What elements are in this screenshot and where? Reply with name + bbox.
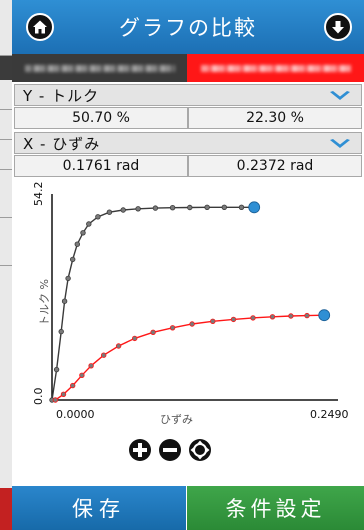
series-2-point [131, 335, 138, 342]
y-value-sample-2: 22.30 % [188, 107, 362, 129]
y-value-sample-1: 50.70 % [14, 107, 188, 129]
series-1-point [74, 241, 81, 247]
series-2-point [230, 316, 237, 323]
series-1-line [51, 206, 255, 401]
zoom-in-icon[interactable] [128, 438, 152, 462]
arrow-down-icon [332, 21, 344, 34]
series-1-point [95, 214, 101, 220]
series-1-point [204, 204, 210, 210]
sample-1-bar[interactable] [12, 54, 187, 82]
series-1-point [65, 275, 71, 282]
y-tick-label-min: 0.0 [32, 387, 45, 406]
x-value-sample-2: 0.2372 rad [188, 155, 362, 177]
edge-segment [0, 110, 12, 140]
edge-segment [0, 170, 12, 218]
series-1-point [238, 204, 245, 210]
sample-1-name-redacted [24, 64, 175, 72]
series-2-point [169, 325, 176, 331]
series-1-point [135, 206, 141, 212]
x-values-row: 0.1761 rad 0.2372 rad [14, 155, 362, 177]
save-button[interactable]: 保存 [12, 486, 186, 530]
y-axis-label: Y - トルク [23, 86, 100, 105]
series-1-point [106, 209, 113, 215]
comparison-chart[interactable]: 54.2 0.0 トルク % 0.0000 0.2490 ひずみ [12, 178, 364, 430]
page-title: グラフの比較 [119, 16, 257, 40]
x-axis-title: ひずみ [160, 413, 193, 426]
series-2-point [150, 329, 156, 335]
x-axis-selector[interactable]: X - ひずみ [14, 132, 362, 154]
series-1-point [169, 205, 176, 211]
series-2-point [304, 312, 310, 319]
x-tick-label-min: 0.0000 [56, 408, 95, 421]
chart-canvas [49, 194, 338, 403]
chevron-down-icon [330, 139, 350, 148]
series-2-point [52, 397, 59, 403]
home-icon [33, 20, 47, 34]
x-axis-label: X - ひずみ [23, 134, 101, 153]
sample-strip [12, 54, 364, 82]
series-1-point [187, 204, 193, 211]
series-2-point [88, 363, 94, 369]
y-tick-label-max: 54.2 [32, 181, 45, 207]
series-2-point [70, 382, 76, 389]
sample-2-bar[interactable] [187, 54, 364, 82]
x-tick-label-max: 0.2490 [310, 408, 349, 421]
series-2-point [60, 391, 67, 397]
series-2-point [250, 315, 256, 321]
x-value-sample-1: 0.1761 rad [14, 155, 188, 177]
series-1-cursor[interactable] [248, 201, 261, 214]
series-1-point [58, 328, 64, 335]
app-header: グラフの比較 [12, 0, 364, 54]
home-button[interactable] [26, 13, 54, 41]
series-2-cursor[interactable] [318, 309, 331, 322]
series-2-line [54, 314, 325, 401]
edge-red-block [0, 488, 12, 530]
series-1-point [53, 366, 60, 373]
series-2-point [269, 314, 276, 320]
edge-segment [0, 0, 12, 56]
zoom-fit-icon[interactable] [188, 438, 212, 462]
series-1-point [80, 230, 86, 236]
edge-segment [0, 80, 12, 110]
y-values-row: 50.70 % 22.30 % [14, 107, 362, 129]
zoom-out-icon[interactable] [158, 438, 182, 462]
edge-segment [0, 140, 12, 170]
series-2-point [79, 372, 85, 378]
chevron-down-icon [330, 91, 350, 100]
conditions-settings-button[interactable]: 条件設定 [187, 486, 364, 530]
series-1-point [152, 205, 159, 211]
series-1-point [221, 204, 227, 210]
series-2-point [115, 343, 122, 349]
series-1-point [70, 256, 76, 263]
sample-2-name-redacted [200, 64, 351, 72]
series-2-point [210, 318, 216, 324]
y-axis-selector[interactable]: Y - トルク [14, 84, 362, 106]
series-1-point [120, 207, 126, 213]
series-1-point [86, 221, 92, 227]
edge-dark-block [0, 56, 12, 80]
y-axis-title: トルク % [38, 279, 51, 326]
edge-segment [0, 218, 12, 266]
series-2-point [100, 352, 107, 358]
series-2-point [288, 313, 294, 319]
download-button[interactable] [324, 13, 352, 41]
previous-screen-edge [0, 0, 12, 530]
series-1-point [61, 298, 68, 304]
series-2-point [189, 321, 195, 327]
zoom-controls [128, 438, 212, 462]
